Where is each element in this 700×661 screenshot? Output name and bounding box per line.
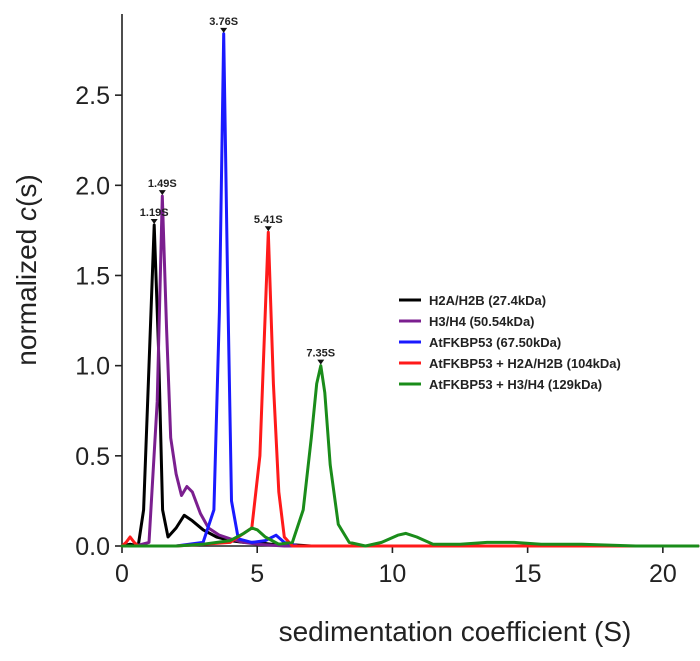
x-tick-label: 20 [649,560,677,588]
legend-entry: AtFKBP53 + H3/H4 (129kDa) [429,377,602,392]
legend-entry: AtFKBP53 + H2A/H2B (104kDa) [429,356,621,371]
y-axis-title-suffix: (s) [11,174,42,207]
peak-label: 5.41S [254,214,283,226]
legend-entry: H2A/H2B (27.4kDa) [429,293,546,308]
y-tick-label: 1.0 [75,353,110,381]
series-line-2 [120,194,700,548]
peak-label: 3.76S [209,16,238,28]
x-tick-label: 10 [379,560,407,588]
peak-label: 7.35S [306,348,335,360]
peak-annotations: 1.19S 1.49S 3.76S 5.41S 7.35S [140,16,335,365]
peak-label: 1.19S [140,207,169,219]
peak-marker [220,27,228,33]
legend-entry: AtFKBP53 (67.50kDa) [429,335,561,350]
y-axis-title-italic: c [11,207,42,221]
x-tick-label: 15 [514,560,542,588]
series-lines [120,32,700,548]
y-tick-label: 0.5 [75,443,110,471]
series-line-4 [120,230,700,548]
y-tick-label: 2.5 [75,82,110,110]
x-tick-label: 0 [115,560,129,588]
peak-marker [264,226,272,232]
series-line-3 [120,32,700,548]
y-tick-label: 1.5 [75,262,110,290]
y-axis-title: normalized c(s) [11,174,42,365]
peak-marker [317,359,325,365]
peak-marker [158,190,166,196]
peak-marker [150,218,158,224]
y-tick-label: 0.0 [75,533,110,561]
y-tick-label: 2.0 [75,172,110,200]
axes: 0.0 0.5 1.0 1.5 2.0 2.5 0 5 10 15 20 [75,14,698,588]
series-line-5 [120,364,700,548]
legend-entry: H3/H4 (50.54kDa) [429,314,535,329]
x-axis-title: sedimentation coefficient (S) [279,616,632,647]
x-tick-label: 5 [250,560,264,588]
y-axis-title-prefix: normalized [11,221,42,366]
peak-label: 1.49S [148,178,177,190]
legend: H2A/H2B (27.4kDa) H3/H4 (50.54kDa) AtFKBP5… [399,293,621,392]
